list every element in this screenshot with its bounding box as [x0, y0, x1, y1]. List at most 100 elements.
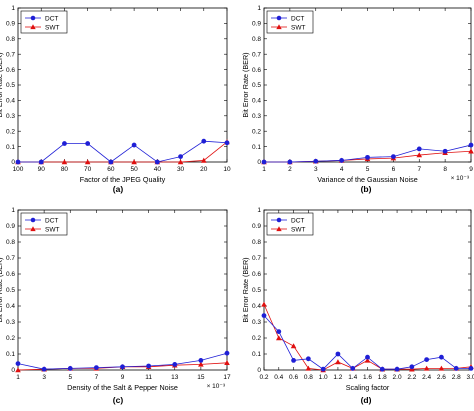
data-point-dct: [108, 159, 114, 165]
x-tick-label: 0.2: [259, 374, 268, 381]
y-tick-label: 0.1: [252, 351, 261, 358]
y-tick-label: 0.8: [252, 36, 261, 43]
data-point-dct: [261, 313, 267, 318]
data-point-dct: [468, 142, 474, 148]
panel-label: (c): [113, 395, 124, 405]
y-tick-label: 1: [11, 5, 15, 12]
x-tick-label: 80: [61, 166, 69, 173]
y-tick-label: 0.4: [6, 303, 15, 310]
plot-frame: [263, 7, 472, 163]
y-tick-label: 0.8: [6, 36, 15, 43]
legend: DCT SWT: [266, 10, 314, 34]
chart-panel-1: 0 0.1 0.2 0.3 0.4 0.5 0.6 0.7 0.8 0.9 1 100 90 80 70 60…: [0, 5, 231, 194]
plot-frame: [263, 209, 472, 371]
data-point-dct: [201, 138, 207, 144]
data-point-dct: [224, 350, 230, 356]
y-tick-label: 0.2: [6, 335, 15, 342]
legend-marker-swt: [30, 24, 36, 30]
x-tick-label: 11: [145, 374, 152, 381]
x-tick-label: 2.6: [437, 374, 446, 381]
data-point-dct: [409, 364, 415, 370]
data-point-dct: [154, 159, 160, 165]
x-tick-label: 10: [223, 166, 231, 173]
data-point-swt: [290, 343, 297, 349]
legend-label-swt: SWT: [291, 24, 305, 31]
data-point-dct: [131, 142, 137, 148]
data-point-dct: [146, 363, 152, 369]
x-exponent-label: × 10⁻³: [207, 383, 226, 390]
data-point-dct: [291, 358, 296, 363]
y-tick-label: 0.3: [6, 113, 15, 120]
x-tick-label: 6: [392, 166, 396, 173]
y-tick-label: 0.3: [252, 113, 261, 120]
data-point-swt: [177, 159, 184, 165]
data-point-swt: [261, 301, 267, 307]
x-tick-label: 13: [171, 374, 179, 381]
y-tick-label: 0.2: [252, 128, 261, 135]
legend-label-swt: SWT: [45, 24, 59, 31]
chart-panel-4: 0 0.1 0.2 0.3 0.4 0.5 0.6 0.7 0.8 0.9 1 0.2 0.4 0.6 0.…: [241, 207, 474, 405]
legend-box: [266, 212, 314, 236]
series-line-dct: [18, 140, 228, 163]
data-point-dct: [320, 366, 326, 372]
data-point-swt: [15, 367, 21, 373]
data-point-swt: [275, 335, 282, 341]
data-point-dct: [15, 159, 21, 165]
data-point-swt: [84, 159, 91, 165]
x-tick-label: 1.6: [363, 374, 372, 381]
data-point-dct: [453, 366, 459, 371]
x-tick-label: 1: [262, 166, 266, 173]
x-tick-label: 1.8: [378, 374, 387, 381]
data-point-dct: [62, 141, 67, 146]
data-point-dct: [261, 159, 267, 165]
legend-label-swt: SWT: [45, 226, 59, 233]
x-tick-label: 2.2: [407, 374, 416, 381]
x-tick-label: 5: [366, 166, 370, 173]
y-tick-label: 0.4: [6, 98, 15, 105]
data-point-dct: [178, 154, 183, 160]
x-tick-label: 2: [288, 166, 292, 173]
x-tick-label: 7: [417, 166, 421, 173]
data-point-swt: [131, 159, 137, 165]
y-tick-label: 0.1: [252, 144, 261, 151]
data-point-dct: [305, 356, 311, 362]
data-point-dct: [335, 351, 341, 357]
data-point-dct: [287, 159, 293, 165]
x-tick-label: 1: [16, 374, 20, 381]
x-tick-label: 0.8: [304, 374, 313, 381]
data-point-swt: [423, 365, 430, 371]
data-point-dct: [93, 365, 99, 370]
data-point-swt: [364, 357, 371, 363]
legend-box: [20, 212, 68, 236]
x-tick-label: 17: [223, 374, 231, 381]
data-point-dct: [424, 357, 430, 362]
x-tick-label: 40: [154, 166, 162, 173]
y-tick-label: 0.6: [252, 271, 261, 278]
data-point-swt: [468, 148, 474, 154]
x-tick-label: 9: [469, 166, 473, 173]
y-tick-label: 0.9: [252, 223, 261, 230]
y-tick-label: 0.7: [252, 255, 261, 262]
y-tick-label: 0.2: [6, 128, 15, 135]
x-tick-label: 70: [84, 166, 92, 173]
y-axis-label: Bit Error Rate (BER): [0, 257, 4, 322]
y-tick-label: 0.5: [6, 287, 15, 294]
y-tick-label: 0.3: [6, 319, 15, 326]
data-point-swt: [438, 365, 445, 371]
data-point-dct: [379, 366, 385, 372]
panel-label: (a): [113, 184, 124, 194]
x-tick-label: 15: [197, 374, 205, 381]
plot-frame: [17, 7, 228, 163]
x-tick-label: 4: [340, 166, 344, 173]
x-tick-label: 60: [107, 166, 115, 173]
x-tick-label: 9: [121, 374, 125, 381]
panel-label: (d): [361, 395, 372, 405]
data-point-dct: [390, 154, 396, 160]
x-tick-label: 90: [38, 166, 46, 173]
data-point-dct: [394, 366, 400, 372]
data-point-dct: [365, 154, 370, 160]
y-tick-label: 0: [257, 159, 261, 166]
legend-marker-dct: [30, 15, 36, 21]
